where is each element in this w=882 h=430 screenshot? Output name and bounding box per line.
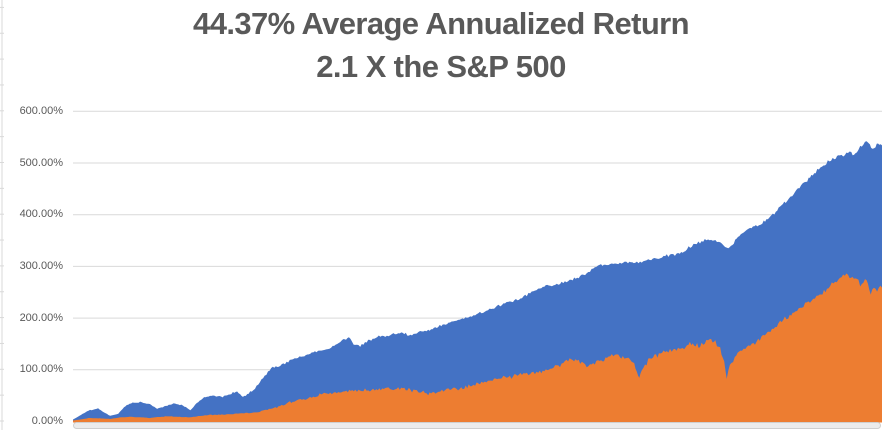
- x-axis-bar: [73, 422, 881, 429]
- y-axis-tick-label: 600.00%: [19, 104, 63, 117]
- chart-title-line1: 44.37% Average Annualized Return: [193, 6, 690, 41]
- chart-title-line2: 2.1 X the S&P 500: [316, 49, 566, 84]
- chart-title: 44.37% Average Annualized Return 2.1 X t…: [0, 2, 882, 88]
- y-axis-tick-label: 100.00%: [19, 363, 63, 376]
- y-axis-tick-label: 300.00%: [19, 259, 63, 272]
- y-axis-tick-label: 500.00%: [19, 156, 63, 169]
- y-axis-tick-label: 400.00%: [19, 208, 63, 221]
- y-axis-tick-label: 0.00%: [31, 415, 63, 427]
- area-series-orange: [73, 273, 882, 423]
- y-axis-tick-label: 200.00%: [19, 311, 63, 324]
